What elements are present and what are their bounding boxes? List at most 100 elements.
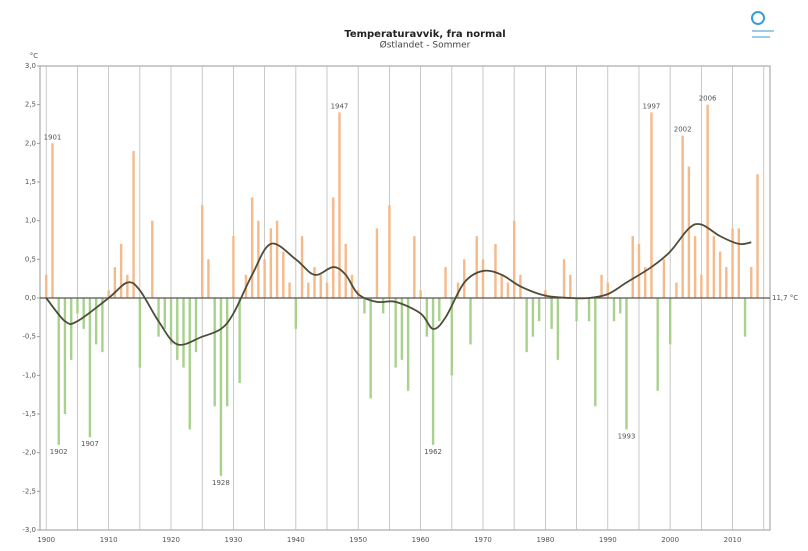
bar	[307, 282, 310, 298]
x-tick-label: 1980	[536, 536, 554, 544]
bar	[637, 243, 641, 298]
normal-label: 11,7 °C	[772, 294, 798, 302]
bar	[51, 143, 54, 298]
bar	[213, 298, 216, 407]
bar	[606, 282, 609, 298]
bar	[338, 112, 341, 299]
bar	[718, 251, 722, 298]
x-tick-label: 1900	[37, 536, 55, 544]
bar	[494, 243, 497, 298]
bar	[388, 205, 391, 298]
bar	[94, 298, 98, 345]
y-tick-label: -2,0	[22, 449, 36, 457]
bar	[756, 174, 759, 298]
bar	[319, 274, 322, 298]
bar	[313, 267, 316, 298]
bar	[275, 220, 279, 298]
chart-title: Temperaturavvik, fra normal	[344, 29, 505, 40]
x-tick-label: 1970	[474, 536, 492, 544]
bar	[450, 298, 453, 376]
bar	[163, 298, 166, 329]
smooth-line	[45, 223, 752, 346]
y-tick-label: -0,5	[22, 333, 36, 341]
x-tick-label: 1960	[412, 536, 430, 544]
bar	[419, 290, 422, 298]
bar	[269, 228, 273, 298]
bar	[550, 298, 553, 329]
bar	[201, 205, 204, 298]
bar	[525, 298, 528, 353]
x-tick-label: 1930	[225, 536, 243, 544]
bar	[650, 112, 653, 299]
bar	[132, 151, 135, 298]
y-tick-label: -1,0	[22, 371, 36, 379]
bar	[263, 259, 266, 298]
bar	[406, 298, 410, 391]
bar	[300, 236, 304, 298]
bar	[644, 267, 647, 298]
annotation: 1928	[212, 479, 230, 487]
bar	[693, 236, 697, 298]
bar	[188, 298, 191, 430]
bar	[88, 298, 92, 438]
bar	[631, 236, 634, 298]
bar	[562, 259, 566, 298]
y-tick-label: 0,0	[25, 294, 36, 302]
annotation: 1962	[424, 448, 442, 456]
bar	[712, 236, 716, 298]
bar	[332, 197, 335, 298]
bar	[107, 290, 110, 298]
bar	[575, 298, 578, 322]
bar	[537, 298, 541, 322]
bar	[438, 298, 441, 322]
x-tick-label: 2000	[661, 536, 679, 544]
bar	[700, 274, 703, 298]
y-tick-label: -1,5	[22, 410, 36, 418]
x-tick-label: 2010	[724, 536, 742, 544]
bar	[250, 197, 254, 298]
x-tick-label: 1950	[349, 536, 367, 544]
bar	[656, 298, 659, 391]
y-tick-label: 2,5	[25, 101, 36, 109]
logo	[751, 11, 765, 25]
bar	[381, 298, 385, 314]
bar	[194, 298, 198, 353]
y-tick-label: -2,5	[22, 487, 36, 495]
bar	[394, 298, 397, 368]
bar	[126, 274, 129, 298]
y-axis-label: °C	[30, 52, 39, 60]
bar	[594, 298, 597, 407]
bar	[681, 135, 684, 298]
bar	[625, 298, 628, 430]
bar	[138, 298, 142, 368]
y-tick-label: 2,0	[25, 139, 36, 147]
bar	[45, 274, 48, 298]
bar	[731, 228, 734, 298]
bar	[363, 298, 366, 314]
bar	[743, 298, 747, 337]
y-tick-label: 1,5	[25, 178, 36, 186]
bar	[288, 282, 291, 298]
bar	[725, 267, 728, 298]
bar	[375, 228, 379, 298]
bar	[294, 298, 298, 329]
annotation: 2002	[674, 126, 692, 134]
bar	[282, 251, 285, 298]
bar	[687, 166, 691, 298]
bar	[737, 228, 741, 298]
bar	[675, 282, 678, 298]
chart-subtitle: Østlandet - Sommer	[380, 40, 471, 51]
bar	[182, 298, 185, 368]
annotation: 2006	[699, 95, 717, 103]
bar	[325, 282, 329, 298]
x-tick-label: 1920	[162, 536, 180, 544]
bar	[612, 298, 616, 322]
bar	[425, 298, 429, 337]
bar	[500, 274, 503, 298]
y-tick-label: 0,5	[25, 255, 36, 263]
bar	[431, 298, 435, 445]
annotation: 1901	[44, 133, 62, 141]
x-tick-label: 1910	[100, 536, 118, 544]
annotation: 1902	[50, 448, 68, 456]
y-tick-label: 3,0	[25, 62, 36, 70]
